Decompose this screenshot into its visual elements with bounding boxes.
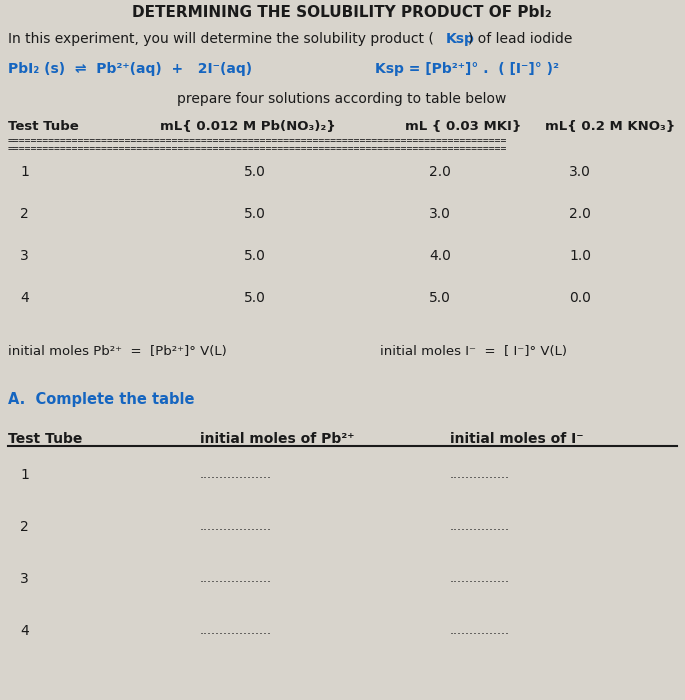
Text: 5.0: 5.0 [429,291,451,305]
Text: initial moles I⁻  =  [ I⁻]° V(L): initial moles I⁻ = [ I⁻]° V(L) [380,345,567,358]
Text: 1.0: 1.0 [569,249,591,263]
Text: ================================================================================: ========================================… [8,144,508,154]
Text: initial moles of I⁻: initial moles of I⁻ [450,432,584,446]
Text: Ksp: Ksp [446,32,475,46]
Text: DETERMINING THE SOLUBILITY PRODUCT OF PbI₂: DETERMINING THE SOLUBILITY PRODUCT OF Pb… [132,5,552,20]
Text: 2: 2 [20,207,29,221]
Text: 4: 4 [20,291,29,305]
Text: 4: 4 [20,624,29,638]
Text: 5.0: 5.0 [244,165,266,179]
Text: 5.0: 5.0 [244,207,266,221]
Text: 1: 1 [20,468,29,482]
Text: 3.0: 3.0 [429,207,451,221]
Text: ...............: ............... [450,520,510,533]
Text: Ksp = [Pb²⁺]° .  ( [I⁻]° )²: Ksp = [Pb²⁺]° . ( [I⁻]° )² [375,62,559,76]
Text: 2.0: 2.0 [429,165,451,179]
Text: Test Tube: Test Tube [8,120,79,133]
Text: 1: 1 [20,165,29,179]
Text: 0.0: 0.0 [569,291,591,305]
Text: mL{ 0.2 M KNO₃}: mL{ 0.2 M KNO₃} [545,120,675,133]
Text: 3: 3 [20,572,29,586]
Text: Test Tube: Test Tube [8,432,82,446]
Text: 5.0: 5.0 [244,291,266,305]
Text: 4.0: 4.0 [429,249,451,263]
Text: ..................: .................. [200,624,272,637]
Text: 2: 2 [20,520,29,534]
Text: mL{ 0.012 M Pb(NO₃)₂}: mL{ 0.012 M Pb(NO₃)₂} [160,120,336,133]
Text: 5.0: 5.0 [244,249,266,263]
Text: initial moles of Pb²⁺: initial moles of Pb²⁺ [200,432,355,446]
Text: ..................: .................. [200,468,272,481]
Text: 3.0: 3.0 [569,165,591,179]
Text: ..................: .................. [200,572,272,585]
Text: In this experiment, you will determine the solubility product (: In this experiment, you will determine t… [8,32,434,46]
Text: 2.0: 2.0 [569,207,591,221]
Text: ...............: ............... [450,572,510,585]
Text: ...............: ............... [450,624,510,637]
Text: ..................: .................. [200,520,272,533]
Text: mL { 0.03 MKI}: mL { 0.03 MKI} [405,120,521,133]
Text: 3: 3 [20,249,29,263]
Text: ================================================================================: ========================================… [8,136,508,146]
Text: A.  Complete the table: A. Complete the table [8,392,195,407]
Text: prepare four solutions according to table below: prepare four solutions according to tabl… [177,92,507,106]
Text: ) of lead iodide: ) of lead iodide [468,32,573,46]
Text: PbI₂ (s)  ⇌  Pb²⁺(aq)  +   2I⁻(aq): PbI₂ (s) ⇌ Pb²⁺(aq) + 2I⁻(aq) [8,62,252,76]
Text: ...............: ............... [450,468,510,481]
Text: initial moles Pb²⁺  =  [Pb²⁺]° V(L): initial moles Pb²⁺ = [Pb²⁺]° V(L) [8,345,227,358]
